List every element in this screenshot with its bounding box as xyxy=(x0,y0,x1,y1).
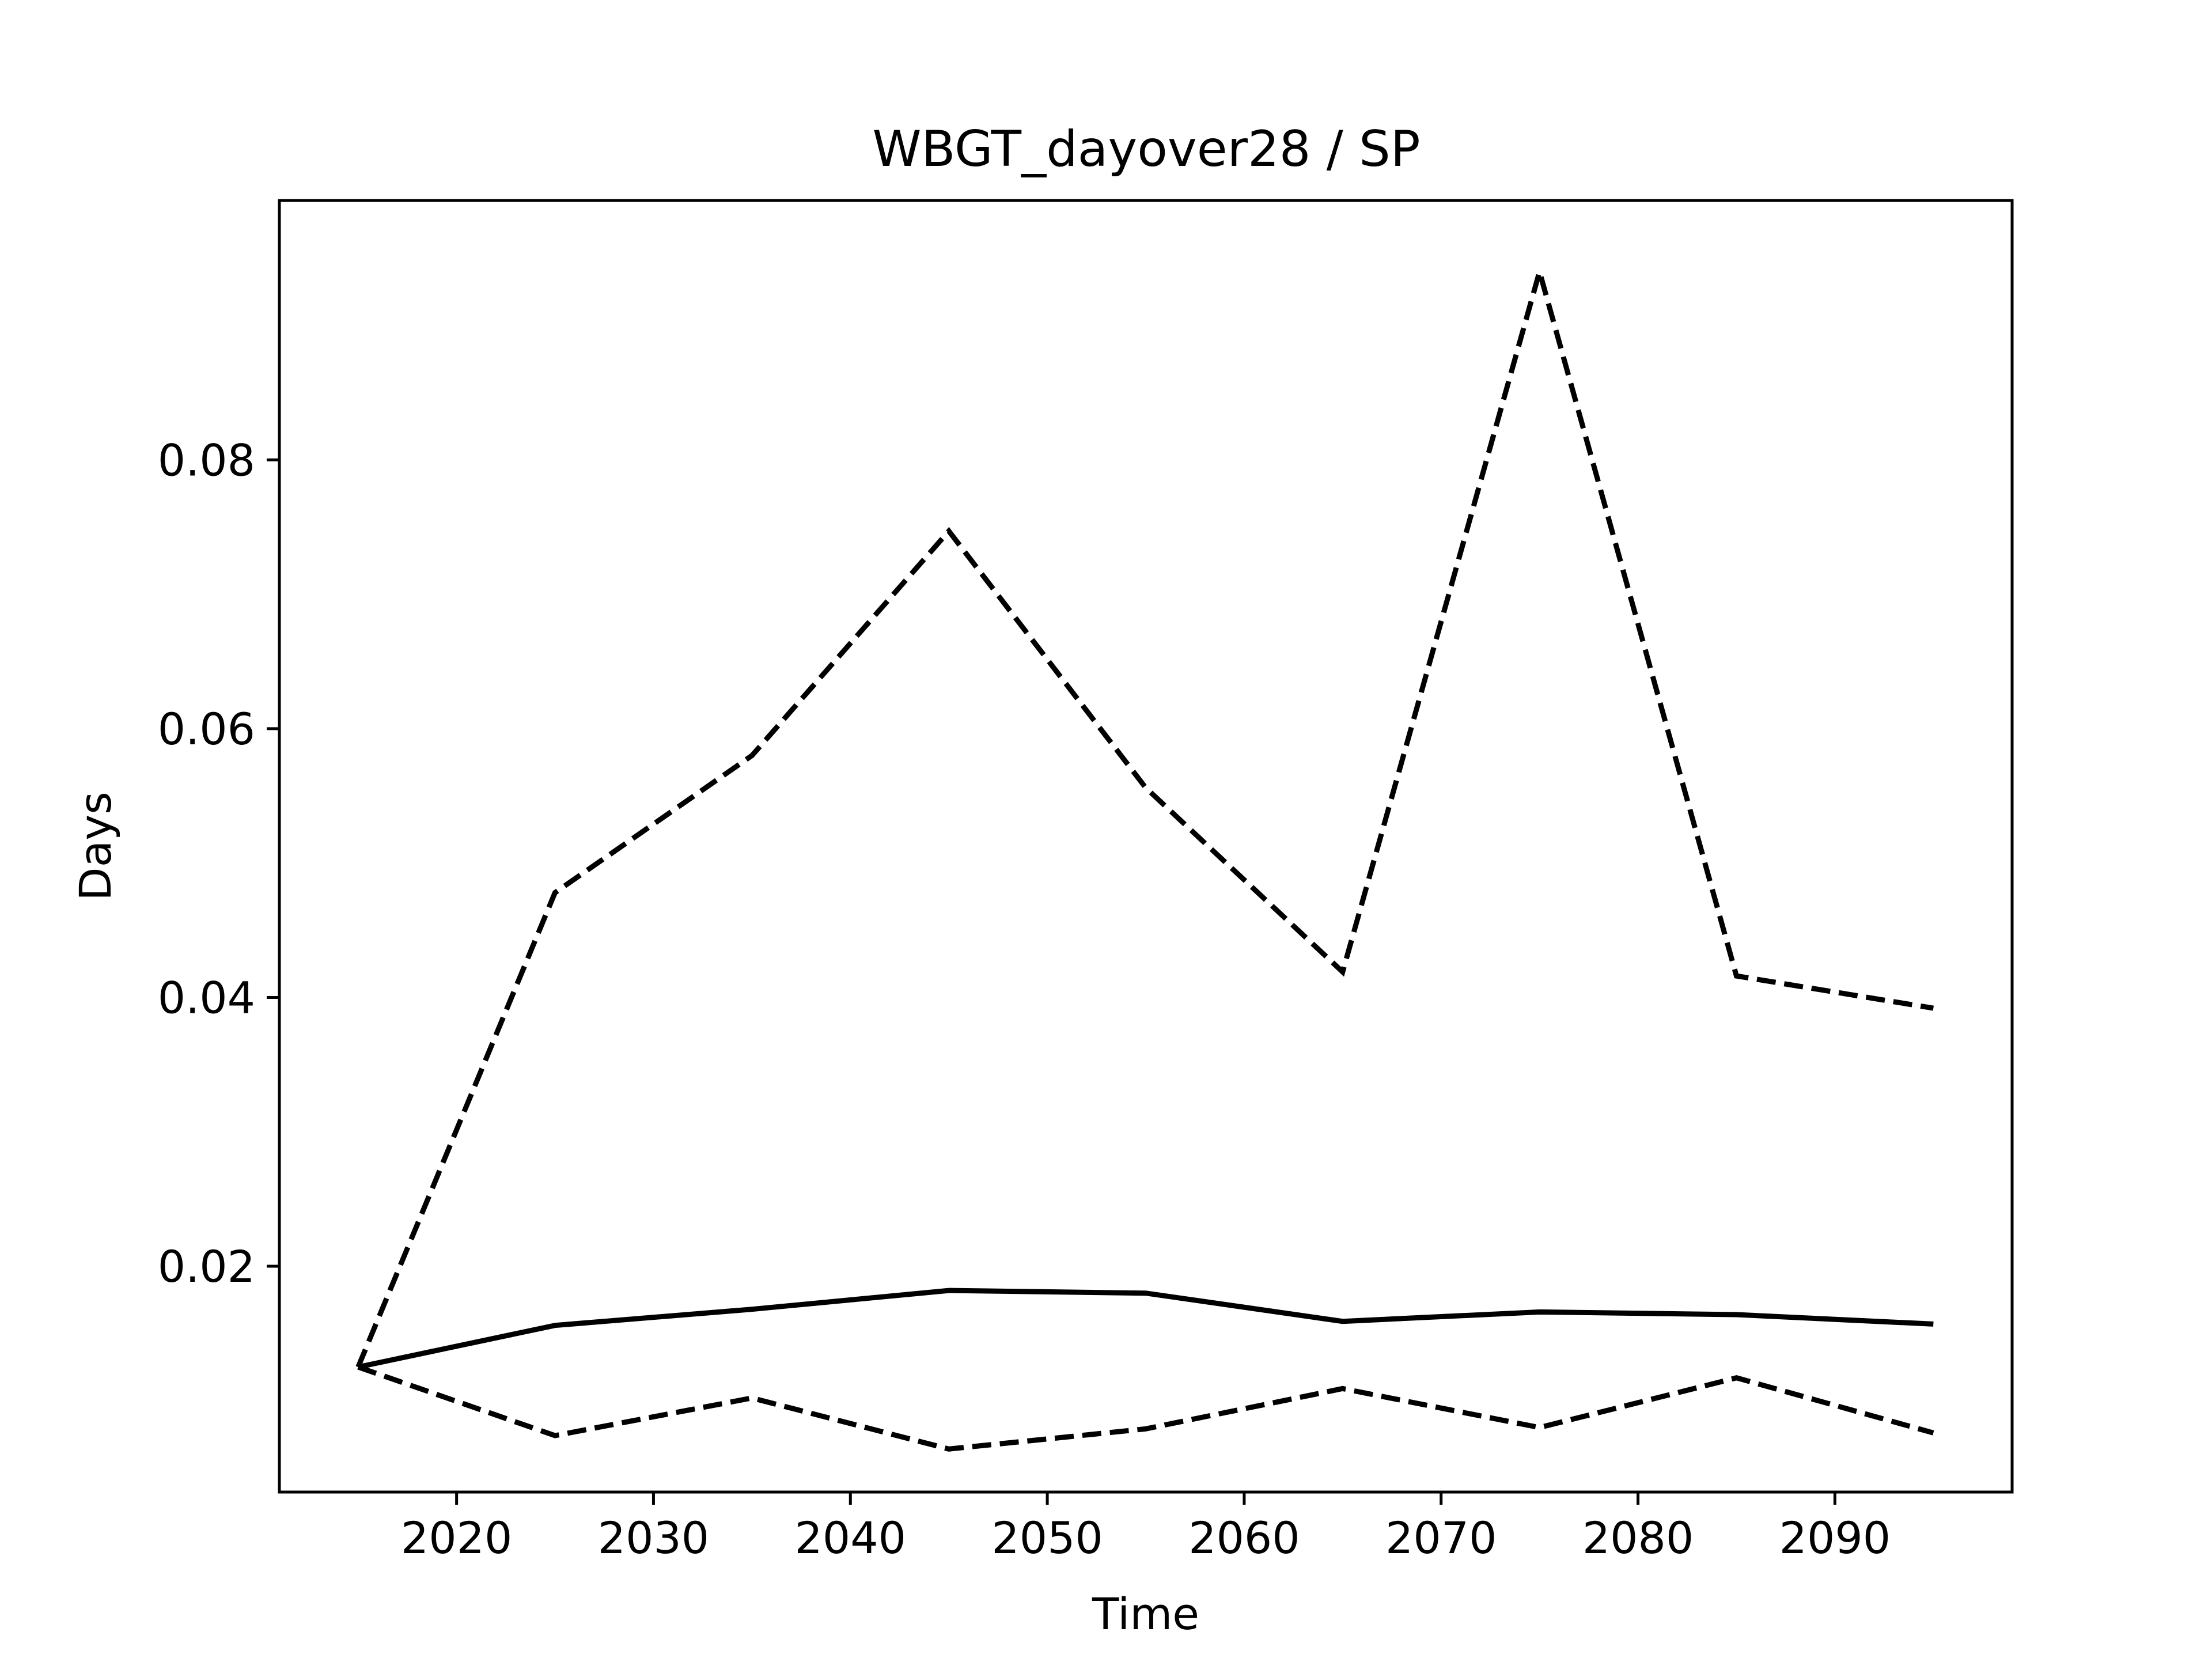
x-tick-label: 2080 xyxy=(1582,1512,1694,1563)
x-tick-label: 2090 xyxy=(1779,1512,1891,1563)
y-tick-label: 0.02 xyxy=(158,1241,255,1292)
y-axis-ticks: 0.02 0.04 0.06 0.08 xyxy=(158,434,279,1292)
x-tick-label: 2070 xyxy=(1385,1512,1497,1563)
series-lines xyxy=(355,262,1934,1452)
x-tick-label: 2050 xyxy=(991,1512,1103,1563)
x-axis-label: Time xyxy=(1092,1588,1199,1640)
series-line-3 xyxy=(357,1364,1934,1452)
plot-area-frame xyxy=(278,199,2014,1494)
y-tick-label: 0.06 xyxy=(158,703,255,755)
x-axis-ticks: 2020 2030 2040 2050 2060 2070 2080 2090 xyxy=(401,1492,1891,1563)
x-tick-label: 2060 xyxy=(1188,1512,1300,1563)
x-tick-label: 2030 xyxy=(598,1512,709,1563)
series-line-1 xyxy=(357,1288,1934,1370)
chart-title: WBGT_dayover28 / SP xyxy=(872,120,1420,178)
series-line-2 xyxy=(355,262,1934,1368)
y-tick-label: 0.08 xyxy=(158,434,255,486)
y-tick-label: 0.04 xyxy=(158,972,255,1023)
x-tick-label: 2020 xyxy=(401,1512,512,1563)
y-axis-label: Days xyxy=(70,792,121,901)
x-tick-label: 2040 xyxy=(795,1512,906,1563)
